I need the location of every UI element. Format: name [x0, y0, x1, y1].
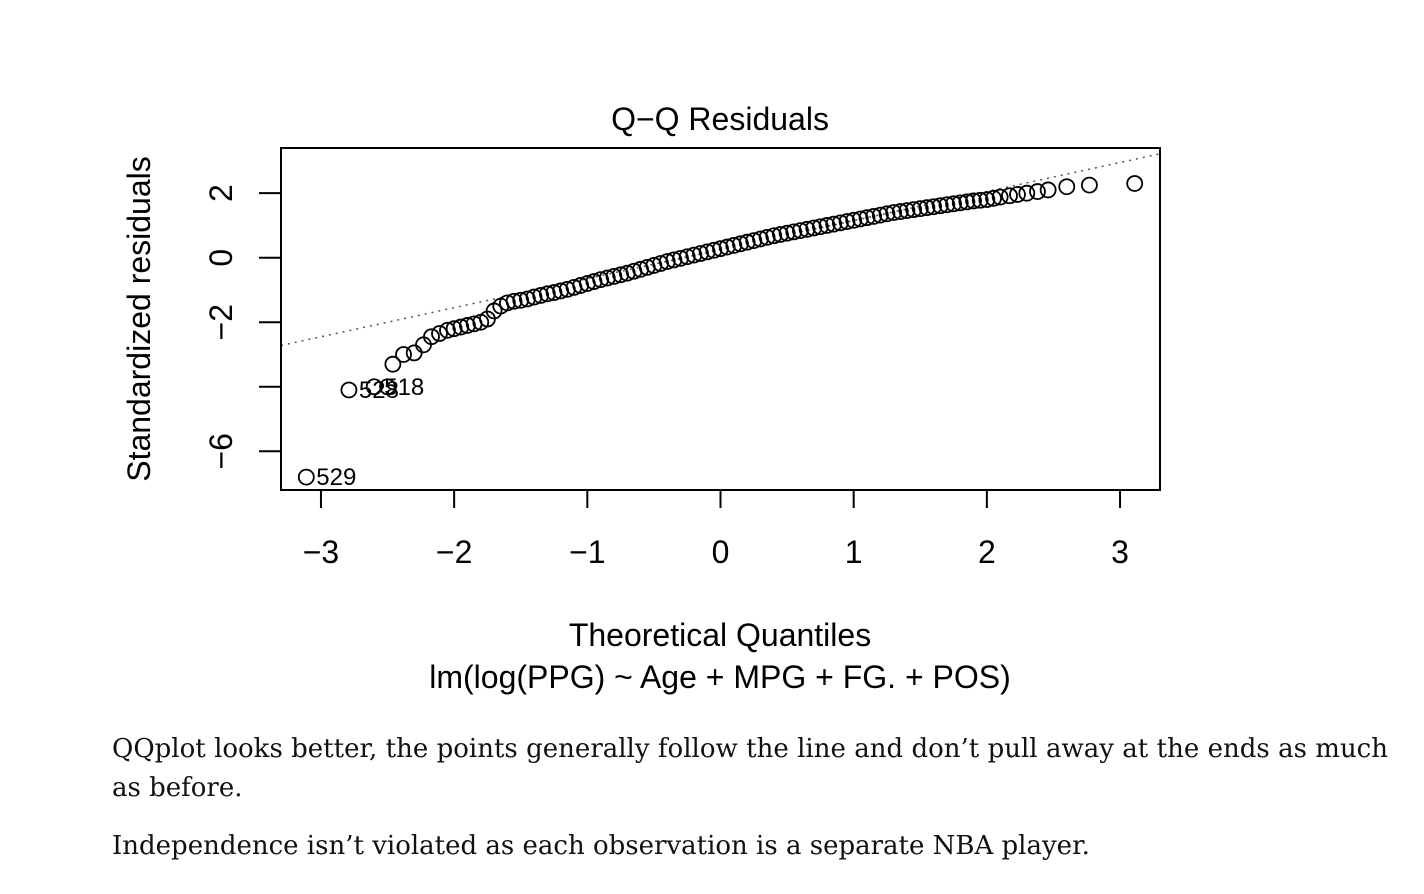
data-point	[365, 378, 383, 396]
y-axis: −6 −2 0 2	[203, 184, 282, 470]
data-point	[1001, 187, 1018, 205]
data-point	[911, 200, 929, 218]
data-point	[965, 192, 982, 210]
x-tick-label: 0	[712, 534, 730, 570]
y-axis-label: Standardized residuals	[121, 156, 157, 482]
data-point	[538, 285, 556, 303]
data-point	[772, 226, 789, 243]
data-point	[1081, 176, 1098, 194]
data-point	[1009, 186, 1026, 203]
x-tick-label: 1	[845, 534, 863, 570]
data-point	[505, 292, 523, 310]
data-point	[423, 328, 440, 346]
data-point	[805, 219, 823, 237]
outlier-label: 518	[384, 374, 424, 401]
data-point	[838, 213, 856, 230]
data-point	[971, 191, 989, 209]
data-point	[831, 214, 849, 232]
data-point	[1058, 178, 1076, 196]
x-tick-label: −1	[569, 534, 605, 570]
y-tick-label: 2	[203, 184, 239, 202]
data-point	[758, 228, 776, 246]
x-axis: −3 −2 −1 0 1 2 3	[303, 489, 1129, 570]
x-tick-label: 3	[1111, 534, 1129, 570]
data-point	[918, 199, 936, 217]
data-point	[845, 211, 863, 229]
data-point	[898, 202, 916, 219]
data-point	[818, 217, 836, 234]
data-point	[1029, 183, 1046, 200]
data-point	[925, 198, 942, 216]
data-point	[340, 381, 358, 399]
data-point	[871, 206, 889, 224]
plot-frame	[280, 147, 1161, 491]
data-point	[532, 287, 550, 304]
data-point	[958, 193, 976, 211]
data-point	[395, 346, 412, 363]
y-tick-label: −6	[203, 433, 239, 469]
data-point	[951, 194, 969, 212]
data-point	[938, 196, 956, 214]
data-point	[431, 325, 448, 342]
data-point	[945, 195, 962, 213]
data-point	[991, 188, 1009, 206]
data-point	[765, 227, 783, 245]
data-point	[415, 336, 432, 354]
data-point	[905, 201, 923, 219]
chart-subtitle: lm(log(PPG) ~ Age + MPG + FG. + POS)	[429, 659, 1011, 695]
data-point	[865, 207, 883, 225]
data-point	[798, 220, 816, 238]
data-point	[891, 203, 909, 220]
data-point	[297, 468, 315, 486]
data-point	[858, 209, 876, 227]
paragraph-qqplot-assessment: QQplot looks better, the points generall…	[112, 734, 1388, 803]
data-point	[778, 224, 796, 242]
outlier-label: 529	[316, 464, 356, 491]
data-point	[405, 344, 423, 362]
paragraph-independence: Independence isn’t violated as each obse…	[112, 831, 1090, 861]
data-point	[1039, 181, 1057, 199]
x-axis-label: Theoretical Quantiles	[569, 617, 871, 653]
data-point	[499, 294, 516, 312]
data-point	[379, 378, 396, 396]
y-tick-label: −2	[203, 304, 239, 340]
y-tick-label: 0	[203, 249, 239, 267]
x-tick-label: 2	[978, 534, 996, 570]
points-layer	[297, 175, 1144, 486]
data-point	[792, 222, 809, 239]
data-point	[1126, 175, 1144, 192]
qq-plot: Q−Q Residuals −3 −2 −1 0 1 2 3 −6 −2 0 2 529 52851…	[121, 101, 1161, 695]
data-point	[785, 223, 803, 241]
data-point	[931, 197, 949, 215]
x-tick-label: −3	[303, 534, 339, 570]
data-point	[851, 210, 869, 228]
data-point	[1018, 184, 1036, 202]
outlier-label: 528	[359, 377, 399, 404]
data-point	[811, 218, 829, 236]
data-point	[985, 189, 1002, 207]
data-point	[384, 355, 402, 373]
x-tick-label: −2	[436, 534, 472, 570]
data-point	[885, 204, 903, 221]
chart-title: Q−Q Residuals	[611, 101, 829, 137]
data-point	[978, 191, 996, 209]
data-point	[878, 205, 896, 223]
data-point	[825, 215, 843, 233]
